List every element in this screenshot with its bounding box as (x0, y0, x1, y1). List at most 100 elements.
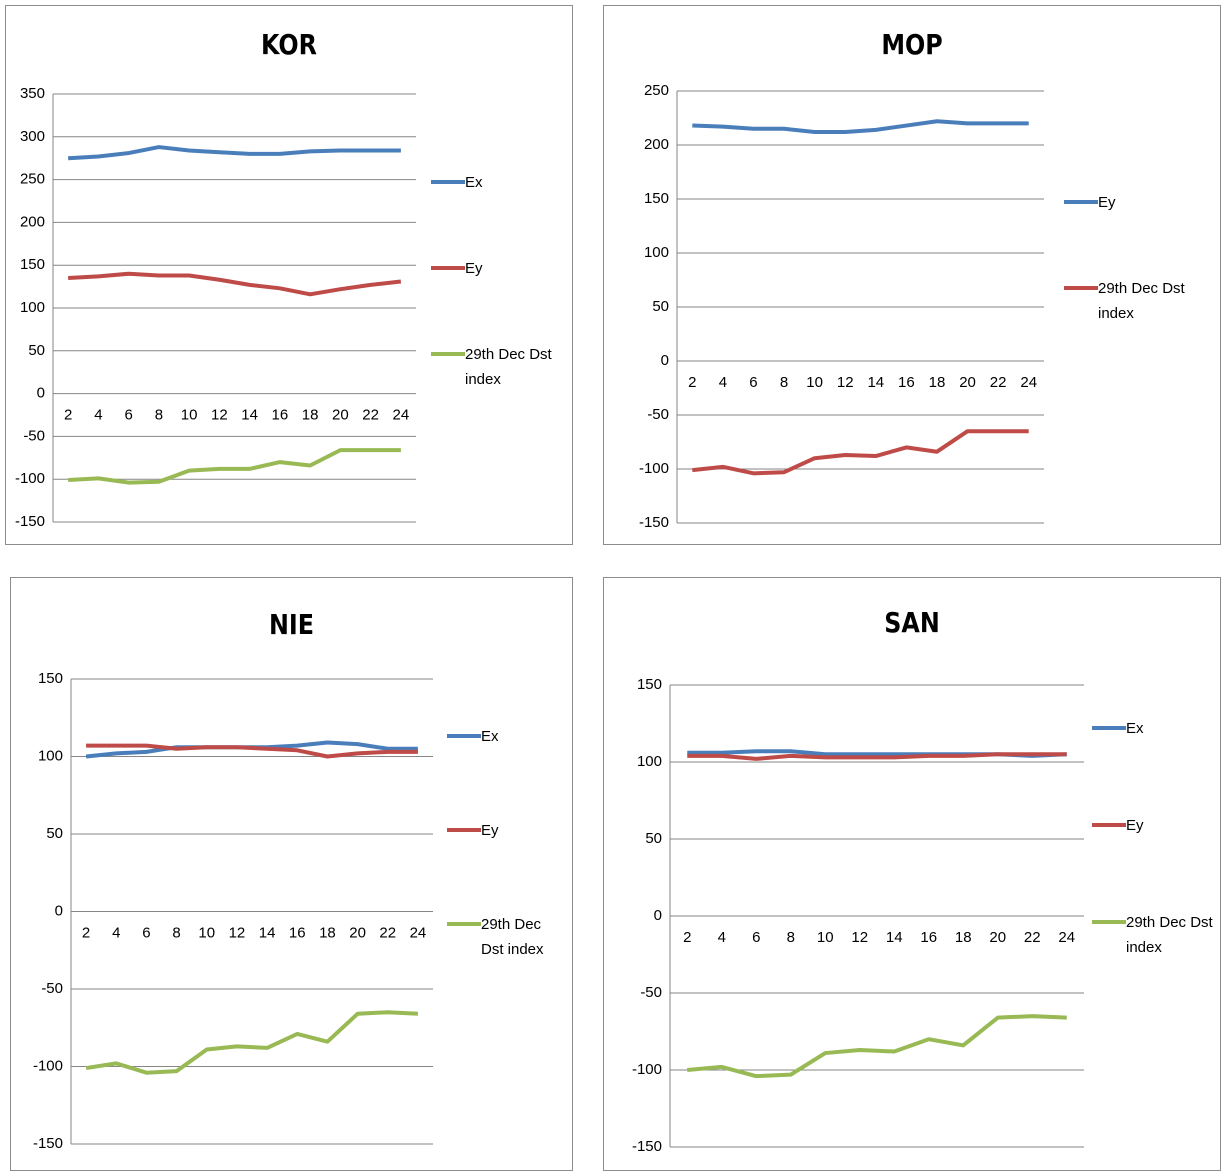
legend-label: Ex (481, 728, 499, 745)
x-tick-label: 16 (898, 374, 915, 391)
legend-label: 29th Dec Dst index (465, 346, 552, 388)
legend-item: Ey (1064, 190, 1204, 215)
legend-swatch (1092, 920, 1126, 924)
y-tick-label: 100 (38, 747, 63, 764)
y-tick-label: -150 (632, 1138, 662, 1155)
x-tick-label: 20 (332, 407, 349, 424)
x-tick-label: 22 (379, 924, 396, 941)
x-tick-label: 16 (920, 929, 937, 946)
chart-panel: MOP -150 -100 -50 0 50 100 150 200 250 2 4 6 8 10 12 14 1… (603, 5, 1221, 545)
y-tick-label: -100 (15, 470, 45, 487)
x-tick-label: 24 (410, 924, 427, 941)
chart-panel: SAN -150 -100 -50 0 50 100 150 2 4 6 8 10 12 14 16 18 20 2… (603, 577, 1221, 1171)
x-tick-label: 2 (683, 929, 691, 946)
y-tick-label: -100 (632, 1061, 662, 1078)
legend-swatch (431, 180, 465, 184)
series-line (68, 448, 401, 485)
y-tick-label: -150 (33, 1135, 63, 1152)
y-tick-label: 0 (55, 902, 63, 919)
legend-swatch (447, 734, 481, 738)
x-tick-label: 14 (867, 374, 884, 391)
legend-item: Ey (1092, 813, 1217, 838)
y-tick-label: -50 (640, 984, 662, 1001)
y-tick-label: 150 (20, 256, 45, 273)
legend-label: Ey (481, 822, 499, 839)
x-tick-label: 12 (837, 374, 854, 391)
x-tick-label: 4 (718, 929, 726, 946)
series-line (85, 1010, 419, 1075)
series-line (687, 1014, 1067, 1079)
x-tick-label: 12 (229, 924, 246, 941)
series-line (692, 429, 1029, 476)
x-tick-label: 6 (752, 929, 760, 946)
legend-label: 29th Dec Dst index (481, 916, 544, 958)
x-tick-label: 12 (851, 929, 868, 946)
x-tick-label: 14 (241, 407, 258, 424)
x-tick-label: 4 (719, 374, 727, 391)
y-tick-label: 200 (20, 213, 45, 230)
x-tick-label: 18 (929, 374, 946, 391)
x-tick-label: 22 (1024, 929, 1041, 946)
y-tick-label: -50 (647, 406, 669, 423)
legend-item: Ex (447, 724, 567, 749)
series-line (68, 271, 402, 297)
x-tick-label: 24 (1020, 374, 1037, 391)
series-line (692, 119, 1029, 135)
x-tick-label: 20 (989, 929, 1006, 946)
y-tick-label: 0 (37, 385, 45, 402)
x-tick-label: 24 (393, 407, 410, 424)
x-tick-label: 10 (198, 924, 215, 941)
x-tick-label: 18 (319, 924, 336, 941)
y-tick-label: 0 (661, 352, 669, 369)
legend-item: 29th Dec Dst index (431, 342, 561, 392)
x-tick-label: 8 (787, 929, 795, 946)
x-tick-label: 10 (817, 929, 834, 946)
legend-label: 29th Dec Dst index (1098, 280, 1185, 322)
legend-swatch (431, 352, 465, 356)
legend-item: Ey (431, 256, 561, 281)
chart-title: KOR (261, 28, 317, 61)
x-tick-label: 14 (886, 929, 903, 946)
legend-swatch (1092, 823, 1126, 827)
legend-swatch (1064, 286, 1098, 290)
y-tick-label: 100 (20, 299, 45, 316)
x-tick-label: 8 (780, 374, 788, 391)
y-tick-label: 150 (38, 670, 63, 687)
y-tick-label: -50 (23, 427, 45, 444)
x-tick-label: 6 (142, 924, 150, 941)
y-tick-label: 0 (654, 907, 662, 924)
series-line (68, 145, 401, 161)
chart-panel: KOR -150 -100 -50 0 50 100 150 200 250 300 350 2 4 6 8 1… (5, 5, 573, 545)
legend-swatch (1092, 726, 1126, 730)
y-tick-label: 50 (28, 342, 45, 359)
y-tick-label: 250 (20, 171, 45, 188)
x-tick-label: 10 (181, 407, 198, 424)
y-tick-label: 50 (652, 298, 669, 315)
legend-label: 29th Dec Dst index (1126, 914, 1213, 956)
legend-item: 29th Dec Dst index (1064, 276, 1204, 326)
chart-title: MOP (881, 28, 943, 61)
x-tick-label: 6 (124, 407, 132, 424)
y-tick-label: 200 (644, 136, 669, 153)
x-tick-label: 20 (959, 374, 976, 391)
x-tick-label: 2 (82, 924, 90, 941)
x-tick-label: 22 (362, 407, 379, 424)
x-tick-label: 22 (990, 374, 1007, 391)
x-tick-label: 16 (272, 407, 289, 424)
x-tick-label: 8 (155, 407, 163, 424)
x-tick-label: 20 (349, 924, 366, 941)
series-line (86, 743, 418, 759)
legend-label: Ey (1098, 194, 1116, 211)
y-tick-label: -50 (41, 980, 63, 997)
x-tick-label: 10 (806, 374, 823, 391)
x-tick-label: 6 (749, 374, 757, 391)
y-tick-label: 50 (46, 825, 63, 842)
y-tick-label: -150 (15, 513, 45, 530)
legend-item: 29th Dec Dst index (447, 912, 567, 962)
chart-title: NIE (268, 608, 315, 641)
y-tick-label: 50 (645, 830, 662, 847)
x-tick-label: 12 (211, 407, 228, 424)
